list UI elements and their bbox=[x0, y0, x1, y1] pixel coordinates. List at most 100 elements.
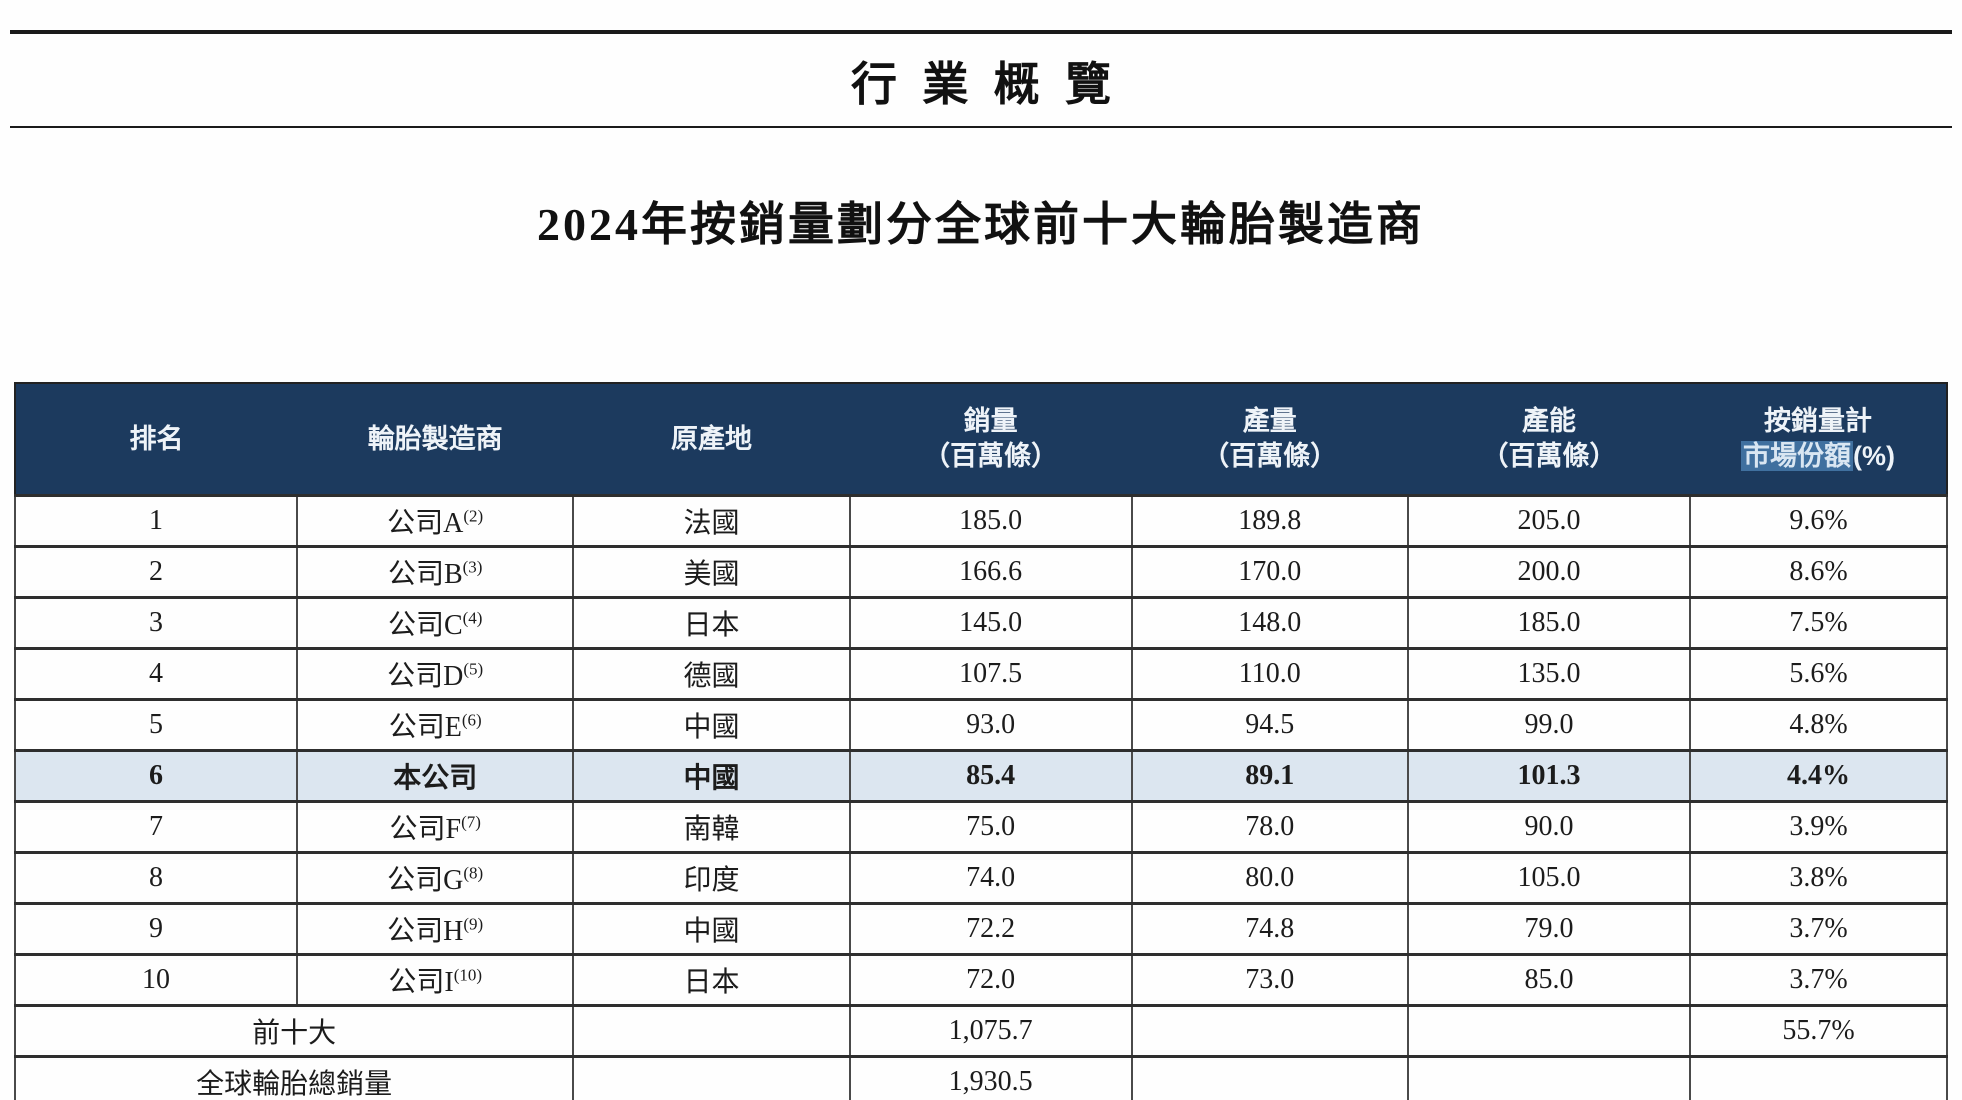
cell-rank: 3 bbox=[13, 596, 299, 650]
table-title: 2024年按銷量劃分全球前十大輪胎製造商 bbox=[537, 199, 1425, 250]
cell-market-share: 4.8% bbox=[1688, 698, 1949, 752]
cell-sales: 75.0 bbox=[848, 800, 1133, 854]
cell-summary-label: 全球輪胎總銷量 bbox=[13, 1055, 575, 1100]
cell-manufacturer: 公司A(2) bbox=[296, 494, 575, 548]
cell-capacity: 99.0 bbox=[1406, 698, 1691, 752]
col-header-market-share: 按銷量計 市場份額(%) bbox=[1689, 383, 1947, 496]
cell-rank: 8 bbox=[13, 851, 299, 905]
page-header-title: 行業概覽 bbox=[851, 59, 1137, 110]
page-header-band: 行業概覽 bbox=[10, 30, 1952, 128]
cell-production: 189.8 bbox=[1130, 494, 1409, 548]
cell-capacity: 185.0 bbox=[1406, 596, 1691, 650]
cell-market-share bbox=[1688, 1055, 1949, 1100]
manufacturer-name: 公司B bbox=[387, 559, 463, 590]
manufacturer-name: 公司A bbox=[387, 508, 464, 539]
col-header-sales: 銷量 （百萬條） bbox=[849, 383, 1132, 496]
cell-production bbox=[1130, 1055, 1409, 1100]
cell-production: 78.0 bbox=[1130, 800, 1409, 854]
cell-summary-label: 前十大 bbox=[13, 1004, 575, 1058]
cell-production: 73.0 bbox=[1130, 953, 1409, 1007]
cell-capacity: 135.0 bbox=[1406, 647, 1691, 701]
manufacturer-name: 公司G bbox=[387, 865, 464, 896]
table-header-row: 排名 輪胎製造商 原產地 銷量 （百萬條） 產量 （百萬條） 產能 bbox=[15, 383, 1947, 496]
table-row: 9 公司H(9) 中國 72.2 74.8 79.0 3.7% bbox=[13, 902, 1949, 956]
market-share-unit: (%) bbox=[1852, 441, 1895, 471]
cell-manufacturer: 公司B(3) bbox=[296, 545, 575, 599]
cell-origin: 美國 bbox=[572, 545, 851, 599]
cell-production: 170.0 bbox=[1130, 545, 1409, 599]
cell-manufacturer: 公司F(7) bbox=[296, 800, 575, 854]
cell-market-share: 4.4% bbox=[1688, 749, 1949, 803]
cell-market-share: 3.7% bbox=[1688, 902, 1949, 956]
cell-sales: 107.5 bbox=[848, 647, 1133, 701]
cell-capacity: 101.3 bbox=[1406, 749, 1691, 803]
cell-manufacturer: 公司C(4) bbox=[296, 596, 575, 650]
cell-market-share: 55.7% bbox=[1688, 1004, 1949, 1058]
cell-sales: 185.0 bbox=[848, 494, 1133, 548]
cell-production: 89.1 bbox=[1130, 749, 1409, 803]
cell-manufacturer: 公司E(6) bbox=[296, 698, 575, 752]
cell-market-share: 9.6% bbox=[1688, 494, 1949, 548]
cell-rank: 1 bbox=[13, 494, 299, 548]
table-row: 10 公司I(10) 日本 72.0 73.0 85.0 3.7% bbox=[13, 953, 1949, 1007]
cell-origin bbox=[572, 1055, 851, 1100]
summary-row: 全球輪胎總銷量 1,930.5 bbox=[13, 1055, 1949, 1100]
col-header-production: 產量 （百萬條） bbox=[1131, 383, 1408, 496]
cell-production: 148.0 bbox=[1130, 596, 1409, 650]
cell-market-share: 5.6% bbox=[1688, 647, 1949, 701]
cell-rank: 9 bbox=[13, 902, 299, 956]
col-header-origin: 原產地 bbox=[573, 383, 850, 496]
cell-rank: 7 bbox=[13, 800, 299, 854]
manufacturer-name: 公司I bbox=[388, 967, 454, 998]
cell-origin: 中國 bbox=[572, 902, 851, 956]
footnote-marker: (8) bbox=[463, 863, 484, 883]
cell-manufacturer: 公司G(8) bbox=[296, 851, 575, 905]
table-row: 1 公司A(2) 法國 185.0 189.8 205.0 9.6% bbox=[13, 494, 1949, 548]
cell-sales: 85.4 bbox=[848, 749, 1133, 803]
cell-sales: 145.0 bbox=[848, 596, 1133, 650]
manufacturer-name: 公司E bbox=[388, 712, 462, 743]
footnote-marker: (3) bbox=[462, 557, 483, 577]
cell-sales: 72.0 bbox=[848, 953, 1133, 1007]
cell-market-share: 3.8% bbox=[1688, 851, 1949, 905]
cell-capacity bbox=[1406, 1004, 1691, 1058]
cell-origin: 印度 bbox=[572, 851, 851, 905]
cell-manufacturer: 公司H(9) bbox=[296, 902, 575, 956]
cell-market-share: 7.5% bbox=[1688, 596, 1949, 650]
cell-rank: 4 bbox=[13, 647, 299, 701]
cell-market-share: 3.9% bbox=[1688, 800, 1949, 854]
table-row: 7 公司F(7) 南韓 75.0 78.0 90.0 3.9% bbox=[13, 800, 1949, 854]
col-header-rank: 排名 bbox=[15, 383, 298, 496]
cell-production: 110.0 bbox=[1130, 647, 1409, 701]
cell-capacity: 205.0 bbox=[1406, 494, 1691, 548]
footnote-marker: (7) bbox=[461, 812, 481, 832]
footnote-marker: (6) bbox=[461, 710, 482, 730]
table-row: 6 本公司 中國 85.4 89.1 101.3 4.4% bbox=[13, 749, 1949, 803]
market-share-selection-highlight: 市場份額 bbox=[1740, 441, 1853, 471]
cell-origin: 日本 bbox=[572, 953, 851, 1007]
cell-market-share: 3.7% bbox=[1688, 953, 1949, 1007]
cell-manufacturer: 本公司 bbox=[296, 749, 575, 803]
table-row: 5 公司E(6) 中國 93.0 94.5 99.0 4.8% bbox=[13, 698, 1949, 752]
summary-row: 前十大 1,075.7 55.7% bbox=[13, 1004, 1949, 1058]
cell-sales: 1,075.7 bbox=[848, 1004, 1133, 1058]
cell-origin: 南韓 bbox=[572, 800, 851, 854]
footnote-marker: (4) bbox=[462, 608, 483, 628]
cell-capacity bbox=[1406, 1055, 1691, 1100]
cell-sales: 74.0 bbox=[848, 851, 1133, 905]
cell-sales: 72.2 bbox=[848, 902, 1133, 956]
col-header-manufacturer: 輪胎製造商 bbox=[297, 383, 574, 496]
footnote-marker: (2) bbox=[463, 506, 484, 526]
cell-production: 80.0 bbox=[1130, 851, 1409, 905]
manufacturer-name: 公司H bbox=[387, 916, 464, 947]
cell-rank: 5 bbox=[13, 698, 299, 752]
tire-manufacturers-table: 排名 輪胎製造商 原產地 銷量 （百萬條） 產量 （百萬條） 產能 bbox=[13, 382, 1949, 1100]
cell-rank: 10 bbox=[13, 953, 299, 1007]
manufacturer-name: 本公司 bbox=[393, 763, 478, 794]
table-row: 3 公司C(4) 日本 145.0 148.0 185.0 7.5% bbox=[13, 596, 1949, 650]
cell-origin: 日本 bbox=[572, 596, 851, 650]
cell-sales: 166.6 bbox=[848, 545, 1133, 599]
cell-rank: 2 bbox=[13, 545, 299, 599]
manufacturer-name: 公司C bbox=[387, 610, 463, 641]
